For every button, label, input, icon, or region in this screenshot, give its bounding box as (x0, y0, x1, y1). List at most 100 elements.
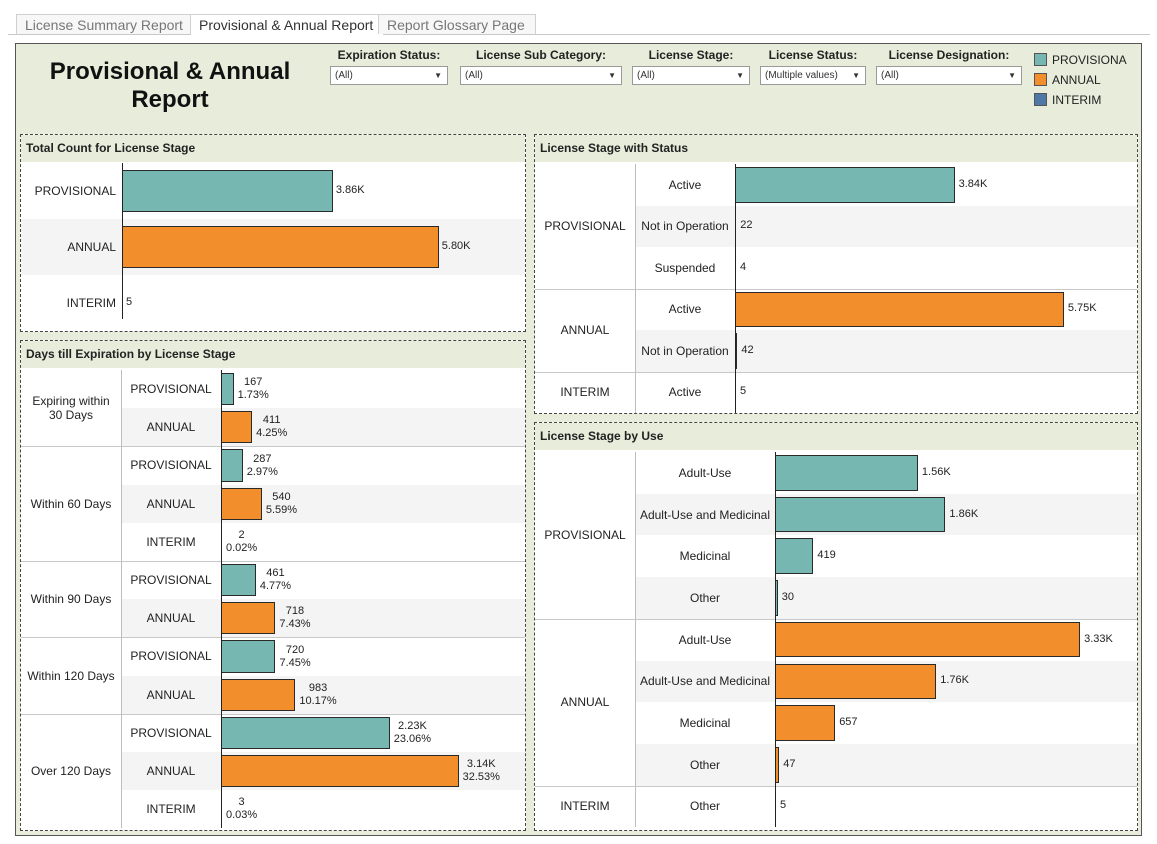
bar-provisional-medicinal (775, 538, 814, 575)
dropdown-arrow-icon: ▼ (736, 71, 744, 80)
group-divider (535, 618, 1137, 620)
row-label-annual: ANNUAL (146, 420, 196, 435)
category-label-provisional: PROVISIONAL (34, 184, 116, 198)
row-label-adult-use-and-medicinal: Adult-Use and Medicinal (639, 674, 771, 689)
panel-title: Days till Expiration by License Stage (21, 341, 525, 368)
row-label-adult-use: Adult-Use (678, 465, 732, 480)
x-axis-baseline-status (735, 164, 736, 413)
group-label-expiring-within-30-days: Expiring within 30 Days (32, 394, 110, 423)
value-label-provisional-active: 3.84K (958, 177, 988, 190)
row-band (635, 743, 1137, 786)
bar-expiring-within-30-days-provisional (221, 373, 234, 406)
row-band (635, 577, 1137, 619)
bar-provisional-adult-use (775, 455, 918, 491)
legend-item-annual[interactable]: ANNUAL (1034, 72, 1138, 88)
panel-title: License Stage by Use (535, 423, 1137, 450)
value-label-interim: 5 (126, 296, 133, 308)
legend-swatch (1034, 53, 1047, 66)
filter-license-stage[interactable]: (All) ▼ (632, 66, 750, 85)
value-label-provisional-medicinal: 419 (817, 549, 836, 562)
legend-item-provisional[interactable]: PROVISIONA (1034, 52, 1138, 68)
row-label-active: Active (668, 177, 702, 192)
value-percent: 7.43% (279, 618, 311, 631)
row-band (121, 484, 525, 523)
value-percent: 0.02% (226, 541, 258, 554)
legend-swatch (1034, 93, 1047, 106)
bar-expiring-within-30-days-annual (221, 411, 253, 444)
group-label-annual: ANNUAL (560, 695, 610, 710)
bar-within-90-days-provisional (221, 564, 256, 597)
row-band (121, 599, 525, 638)
row-label-adult-use: Adult-Use (678, 632, 732, 647)
filter-label-license-sub-category: License Sub Category: (475, 48, 607, 62)
bar-within-60-days-provisional (221, 449, 243, 482)
value-label-annual-other: 47 (783, 757, 796, 770)
value-count: 983 (308, 681, 328, 694)
filter-license-designation[interactable]: (All) ▼ (876, 66, 1022, 85)
row-label-suspended: Suspended (654, 260, 716, 275)
legend-item-interim[interactable]: INTERIM (1034, 92, 1138, 108)
bar-provisional-active (735, 167, 955, 203)
group-divider (21, 561, 525, 562)
value-count: 718 (285, 605, 305, 618)
row-label-interim: INTERIM (146, 534, 196, 549)
row-label-other: Other (689, 799, 720, 814)
row-label-interim: INTERIM (146, 802, 196, 817)
filter-license-status[interactable]: (Multiple values) ▼ (760, 66, 866, 85)
value-count: 3 (238, 796, 245, 809)
row-band (121, 675, 525, 714)
bar-annual-medicinal (775, 705, 836, 741)
value-label-over-120-days-annual: 3.14K 32.53% (463, 758, 500, 784)
tab-provisional-annual[interactable]: Provisional & Annual Report (190, 14, 384, 35)
row-label-annual: ANNUAL (146, 687, 196, 702)
tab-license-summary[interactable]: License Summary Report (16, 14, 198, 34)
row-label-active: Active (668, 302, 702, 317)
filter-value: (All) (465, 70, 483, 81)
value-label-provisional-other: 30 (781, 590, 794, 603)
value-count: 2 (238, 528, 245, 541)
value-count: 411 (262, 414, 281, 427)
filter-expiration-status[interactable]: (All) ▼ (330, 66, 448, 85)
value-percent: 7.45% (279, 656, 311, 669)
bar-within-90-days-annual (221, 602, 276, 635)
column-divider (121, 370, 122, 829)
value-label-provisional-adult-use-and-medicinal: 1.86K (949, 507, 979, 520)
value-label-interim-active: 5 (740, 385, 747, 398)
value-label-annual-not-in-operation: 42 (741, 343, 754, 356)
value-label-annual-adult-use-and-medicinal: 1.76K (940, 674, 969, 687)
tab-report-glossary[interactable]: Report Glossary Page (378, 14, 536, 34)
value-label-within-120-days-annual: 983 10.17% (299, 682, 336, 708)
row-label-provisional: PROVISIONAL (130, 649, 212, 664)
group-label-provisional: PROVISIONAL (544, 528, 626, 543)
category-label-interim: INTERIM (66, 296, 116, 310)
row-label-other: Other (689, 590, 720, 605)
value-percent: 1.73% (237, 389, 269, 402)
bar-annual-adult-use-and-medicinal (775, 663, 937, 700)
value-count: 287 (253, 452, 272, 465)
value-label-within-120-days-provisional: 720 7.45% (279, 644, 310, 670)
group-label-within-90-days: Within 90 Days (30, 592, 112, 607)
row-band (635, 205, 1137, 247)
group-label-over-120-days: Over 120 Days (30, 764, 112, 779)
filter-label-expiration-status: Expiration Status: (337, 48, 441, 62)
value-percent: 10.17% (299, 694, 337, 707)
value-label-expiring-within-30-days-provisional: 167 1.73% (238, 376, 269, 402)
value-label-within-90-days-provisional: 461 4.77% (260, 567, 291, 593)
value-label-provisional-adult-use: 1.56K (921, 465, 951, 478)
value-label-annual-medicinal: 657 (839, 716, 858, 729)
value-percent: 5.59% (265, 503, 298, 516)
filter-license-sub-category[interactable]: (All) ▼ (460, 66, 622, 85)
row-label-annual: ANNUAL (146, 764, 196, 779)
group-divider (21, 713, 525, 715)
bar-annual-active (735, 291, 1064, 327)
x-axis-baseline (122, 163, 123, 319)
bar-within-60-days-annual (221, 487, 262, 520)
row-label-provisional: PROVISIONAL (130, 573, 212, 588)
bar-within-120-days-provisional (221, 640, 276, 673)
group-label-within-120-days: Within 120 Days (27, 668, 115, 683)
bar-over-120-days-provisional (221, 716, 390, 749)
group-divider (535, 288, 1137, 290)
x-axis-baseline-expiration (221, 370, 222, 829)
row-label-medicinal: Medicinal (679, 716, 731, 731)
group-label-interim: INTERIM (560, 799, 610, 814)
